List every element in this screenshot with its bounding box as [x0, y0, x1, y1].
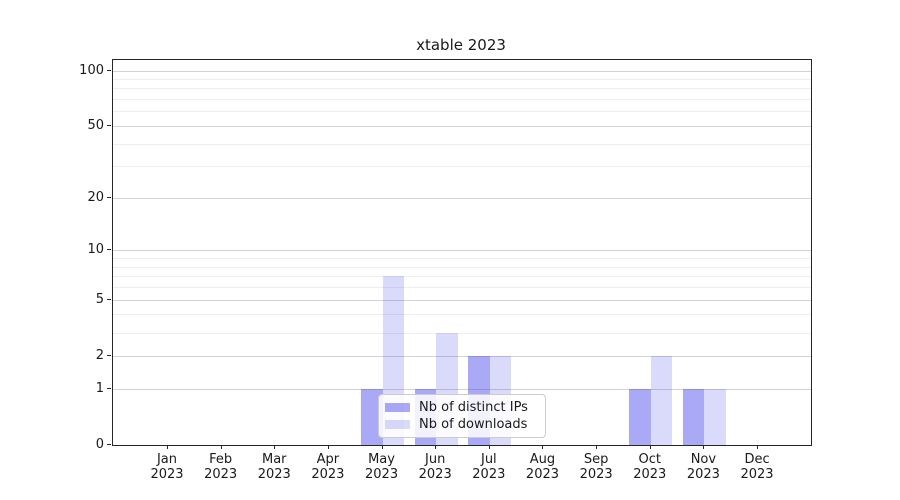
minor-gridline	[113, 143, 811, 145]
x-tick-mark	[649, 445, 651, 449]
y-tick-mark	[107, 124, 111, 126]
bar-distinct-ips-nov-2023	[682, 388, 705, 445]
legend: Nb of distinct IPs Nb of downloads	[378, 394, 546, 438]
bar-distinct-ips-oct-2023	[629, 388, 651, 445]
x-tick-mark	[381, 445, 383, 449]
y-tick-label: 1	[95, 380, 104, 396]
x-tick-label: Jun 2023	[405, 452, 465, 482]
y-tick-mark	[107, 196, 111, 198]
x-tick-label-line: 2023	[257, 467, 291, 482]
x-tick-mark	[703, 445, 705, 449]
x-tick-mark	[327, 445, 329, 449]
minor-gridline	[113, 266, 811, 268]
x-tick-label-line: Jun	[425, 452, 446, 467]
x-tick-label-line: 2023	[740, 467, 774, 482]
minor-gridline	[113, 276, 811, 278]
x-tick-label-line: 2023	[311, 467, 345, 482]
x-tick-mark	[274, 445, 276, 449]
x-tick-label-line: 2023	[365, 467, 399, 482]
x-tick-label: Apr 2023	[298, 452, 358, 482]
y-tick-mark	[107, 69, 111, 71]
x-tick-label-line: 2023	[525, 467, 560, 482]
x-tick-label-line: Oct	[638, 452, 661, 467]
x-tick-mark	[488, 445, 490, 449]
minor-gridline	[113, 258, 811, 260]
legend-label-downloads: Nb of downloads	[419, 417, 528, 432]
major-gridline	[113, 197, 811, 199]
x-tick-label: Nov 2023	[673, 452, 733, 482]
x-tick-label-line: 2023	[472, 467, 506, 482]
x-tick-label-line: 2023	[579, 467, 613, 482]
bar-downloads-nov-2023	[704, 388, 726, 445]
major-gridline	[113, 125, 811, 127]
minor-gridline	[113, 111, 811, 113]
y-tick-label: 0	[95, 437, 104, 452]
x-tick-label: Oct 2023	[620, 452, 680, 482]
y-tick-label: 100	[79, 62, 104, 78]
minor-gridline	[113, 314, 811, 316]
x-tick-label-line: 2023	[633, 467, 667, 482]
legend-swatch-downloads	[385, 420, 410, 429]
x-tick-label-line: 2023	[150, 467, 184, 482]
x-tick-label-line: Jan	[156, 452, 178, 467]
plot-area: Nb of distinct IPs Nb of downloads	[112, 59, 812, 446]
legend-entry-distinct-ips: Nb of distinct IPs	[385, 400, 537, 415]
y-tick-mark	[107, 387, 111, 389]
x-tick-label: Jul 2023	[459, 452, 519, 482]
x-tick-label-line: Nov	[690, 452, 717, 467]
x-tick-label-line: Jul	[480, 452, 497, 467]
x-tick-mark	[542, 445, 544, 449]
x-tick-label: Sep 2023	[566, 452, 626, 482]
x-tick-label: May 2023	[352, 452, 412, 482]
minor-gridline	[113, 78, 811, 80]
legend-label-distinct-ips: Nb of distinct IPs	[419, 400, 528, 415]
bar-distinct-ips-may-2023	[361, 388, 383, 445]
major-gridline	[113, 355, 811, 357]
x-tick-label: Feb 2023	[191, 452, 251, 482]
major-gridline	[113, 299, 811, 301]
y-tick-label: 50	[87, 117, 104, 133]
x-tick-label-line: Apr	[316, 452, 340, 467]
minor-gridline	[113, 99, 811, 101]
y-tick-label: 20	[87, 189, 104, 205]
x-tick-mark	[220, 445, 222, 449]
x-tick-label: Dec 2023	[727, 452, 787, 482]
y-tick-mark	[107, 354, 111, 356]
x-tick-label-line: 2023	[686, 467, 720, 482]
major-gridline	[113, 388, 811, 390]
x-tick-label: Jan 2023	[137, 452, 197, 482]
x-tick-label-line: Sep	[583, 452, 609, 467]
minor-gridline	[113, 166, 811, 168]
y-tick-mark	[107, 249, 111, 251]
y-tick-label: 10	[87, 242, 104, 258]
x-tick-mark	[757, 445, 759, 449]
chart-title: xtable 2023	[416, 36, 506, 54]
x-tick-label: Aug 2023	[512, 452, 572, 482]
y-tick-label: 2	[95, 347, 104, 363]
y-tick-label: 5	[95, 291, 104, 307]
legend-entry-downloads: Nb of downloads	[385, 417, 537, 432]
major-gridline	[113, 250, 811, 252]
x-tick-label-line: Feb	[209, 452, 233, 467]
x-tick-label-line: 2023	[418, 467, 452, 482]
x-tick-label-line: Dec	[744, 452, 770, 467]
x-tick-mark	[596, 445, 598, 449]
legend-swatch-distinct-ips	[385, 403, 410, 412]
x-tick-label-line: 2023	[204, 467, 238, 482]
x-tick-mark	[167, 445, 168, 449]
bar-downloads-oct-2023	[650, 355, 673, 445]
x-tick-label-line: May	[368, 452, 395, 467]
minor-gridline	[113, 332, 811, 334]
y-tick-mark	[107, 298, 111, 300]
major-gridline	[113, 70, 811, 72]
minor-gridline	[113, 287, 811, 289]
y-tick-mark	[107, 444, 111, 445]
minor-gridline	[113, 88, 811, 90]
x-tick-label-line: Aug	[529, 452, 556, 467]
x-tick-label-line: Mar	[262, 452, 287, 467]
x-tick-mark	[435, 445, 437, 449]
x-tick-label: Mar 2023	[244, 452, 304, 482]
